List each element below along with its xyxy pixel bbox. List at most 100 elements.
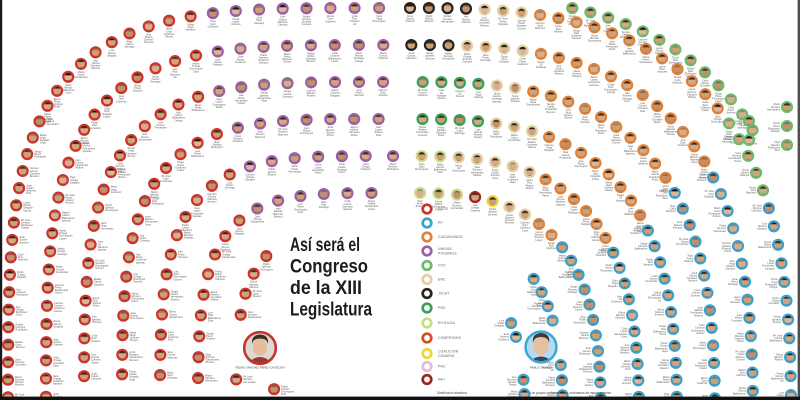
svg-text:Celia: Celia [352,14,358,18]
svg-text:Moreno: Moreno [274,214,283,218]
svg-text:Domínguez: Domínguez [528,307,542,311]
svg-text:María: María [332,88,339,92]
svg-text:Álvarez: Álvarez [206,337,215,341]
svg-text:López: López [315,165,323,169]
svg-text:Jiménez: Jiménez [573,305,583,309]
svg-text:Campos: Campos [462,60,472,64]
svg-text:Cano: Cano [15,343,22,347]
svg-text:García: García [548,393,556,397]
svg-text:Diego: Diego [368,199,375,203]
svg-text:Delgado: Delgado [54,324,64,328]
svg-text:Jiménez: Jiménez [15,345,25,349]
svg-text:Vega: Vega [739,123,745,127]
svg-text:Jiménez: Jiménez [302,20,312,24]
svg-text:López: López [216,100,224,104]
svg-text:Prieto: Prieto [576,302,583,306]
svg-text:Delgado: Delgado [235,232,245,236]
svg-text:Moreno: Moreno [211,293,220,297]
svg-text:Ortega: Ortega [175,118,183,122]
svg-text:Ortega: Ortega [192,64,200,68]
svg-text:Jordi: Jordi [18,253,24,257]
svg-text:Cabrera: Cabrera [736,373,746,377]
svg-text:Celia: Celia [345,199,351,203]
svg-text:Pedro: Pedro [777,371,784,375]
svg-text:Campos: Campos [695,326,705,330]
svg-text:Martínez: Martínez [186,28,197,32]
svg-text:PP: PP [438,221,443,225]
svg-text:Vega: Vega [188,25,194,29]
svg-text:Mario: Mario [167,370,174,374]
svg-text:Molina: Molina [76,166,84,170]
svg-text:Moreno: Moreno [132,294,141,298]
svg-text:Ortega: Ortega [362,165,370,169]
svg-text:Alonso: Alonso [127,154,135,158]
svg-text:Molina: Molina [473,173,481,177]
svg-text:Cabrera: Cabrera [740,173,750,177]
svg-text:Martínez: Martínez [167,355,178,359]
svg-text:Sergio: Sergio [774,315,782,319]
svg-text:Óscar: Óscar [640,155,647,160]
svg-text:Ballesteros: Ballesteros [771,377,785,381]
svg-text:Santamaría: Santamaría [432,205,446,209]
svg-text:Delgado: Delgado [330,93,340,97]
svg-text:Gómez: Gómez [612,141,621,145]
svg-text:Álvarez: Álvarez [585,383,594,387]
svg-text:Martínez: Martínez [666,209,677,213]
svg-text:Gómez: Gómez [474,135,483,139]
svg-text:Carmen: Carmen [535,21,545,25]
svg-text:Carrasco: Carrasco [730,300,741,304]
svg-text:Rodríguez: Rodríguez [16,310,29,314]
svg-text:Santamaría: Santamaría [138,137,152,141]
svg-text:Martínez: Martínez [26,189,37,193]
svg-text:López: López [44,120,52,124]
svg-text:Nuria: Nuria [65,83,72,87]
svg-text:Pablo: Pablo [263,262,270,266]
svg-text:Ruiz: Ruiz [91,336,97,340]
svg-text:Jiménez: Jiménez [735,355,745,359]
svg-text:Celia: Celia [117,162,123,166]
svg-text:Díaz: Díaz [556,27,562,31]
svg-text:Castro: Castro [279,17,287,21]
svg-text:Fernández: Fernández [132,297,145,301]
svg-text:Íñigo: Íñigo [664,392,670,396]
svg-text:Pablo: Pablo [625,392,632,396]
svg-text:Óscar: Óscar [591,32,598,37]
svg-text:COMPROMIS: COMPROMIS [438,336,462,340]
svg-text:Santamaría: Santamaría [669,61,683,65]
svg-text:Ruiz: Ruiz [18,255,24,259]
svg-text:Gómez: Gómez [583,349,592,353]
svg-text:López: López [699,343,707,347]
svg-text:Santiago: Santiago [124,45,135,49]
svg-text:González: González [731,318,743,322]
svg-text:Díaz: Díaz [662,191,668,195]
svg-text:Serrano: Serrano [95,261,105,265]
svg-text:Rodríguez: Rodríguez [152,202,165,206]
svg-text:Rodríguez: Rodríguez [51,102,64,106]
svg-text:Juan: Juan [558,195,564,199]
svg-text:Navarro: Navarro [233,136,243,140]
svg-text:Navarro: Navarro [480,18,490,22]
svg-text:Gutiérrez: Gutiérrez [235,60,246,64]
svg-text:Mª José: Mª José [705,189,715,193]
svg-text:Ruiz: Ruiz [104,109,110,113]
svg-text:López: López [177,168,185,172]
svg-text:Ballesteros: Ballesteros [625,212,639,216]
svg-text:Vázquez: Vázquez [245,178,256,182]
svg-text:Serrano: Serrano [534,233,544,237]
svg-text:Marta: Marta [654,112,661,116]
svg-text:Juan: Juan [582,115,588,119]
svg-text:Jordi: Jordi [91,371,97,375]
svg-text:Hernández: Hernández [76,163,89,167]
svg-text:Sara: Sara [194,206,200,210]
svg-text:Luis: Luis [640,101,645,105]
svg-text:Ruiz: Ruiz [168,338,174,342]
svg-text:Santiago: Santiago [536,65,547,69]
svg-text:Molina: Molina [211,298,219,302]
svg-text:Díaz: Díaz [380,91,386,95]
svg-text:Fernández: Fernández [47,122,60,126]
svg-text:Cano: Cano [145,222,152,226]
svg-text:Rodríguez: Rodríguez [768,145,781,149]
svg-text:Nuria: Nuria [526,178,533,182]
svg-text:Pérez: Pérez [500,19,507,23]
svg-text:Ortega: Ortega [660,344,668,348]
